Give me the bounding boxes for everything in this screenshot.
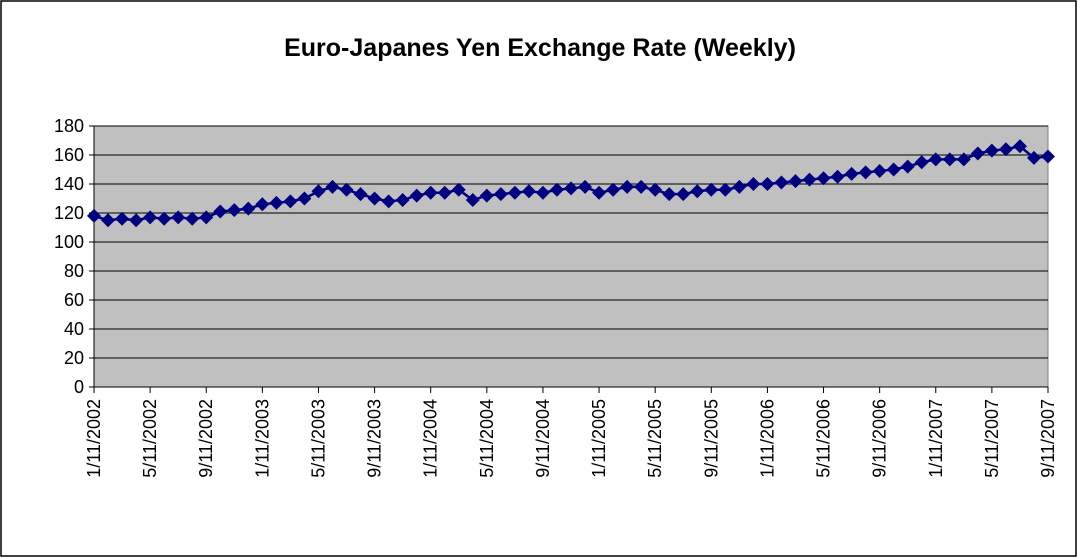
marker [802,172,817,187]
marker [564,181,578,196]
marker [241,201,256,216]
marker [101,213,116,228]
marker [606,182,621,197]
marker [297,191,312,206]
marker [592,185,607,200]
marker [942,152,957,167]
marker [171,210,186,225]
marker [634,179,649,194]
x-tick-label: 5/11/2006 [814,399,834,478]
marker [760,177,775,191]
x-tick-label: 1/11/2007 [926,399,946,478]
chart-title: Euro-Japanes Yen Exchange Rate (Weekly) [284,34,796,62]
marker [381,194,396,209]
marker [620,179,635,194]
x-tick-label: 1/11/2004 [421,399,441,478]
x-tick-label: 5/11/2002 [140,399,160,478]
marker [199,210,214,225]
marker [157,211,172,226]
marker [662,187,677,202]
marker [423,185,438,200]
x-tick-label: 1/11/2002 [84,399,104,478]
marker [451,182,466,197]
marker [283,194,298,209]
y-tick-label: 0 [74,377,84,397]
x-tick-label: 9/11/2002 [196,399,216,478]
y-tick-label: 160 [54,145,84,165]
marker [437,185,452,200]
marker [984,143,999,158]
marker [115,211,130,226]
x-tick-label: 5/11/2004 [477,399,497,478]
marker [311,184,326,199]
x-tick-label: 1/11/2005 [589,399,609,478]
marker [325,179,340,194]
marker [732,179,747,194]
marker [578,179,593,194]
marker [255,197,270,212]
marker [143,210,158,225]
x-tick-label: 9/11/2006 [870,399,890,478]
y-tick-label: 100 [54,232,84,252]
y-tick-label: 80 [64,261,84,281]
marker [1041,149,1055,164]
marker [227,203,242,218]
marker [507,185,522,200]
marker [844,166,859,181]
marker [339,182,354,197]
marker [914,155,929,170]
marker [970,146,985,161]
marker [1012,139,1027,154]
x-tick-label: 9/11/2004 [533,399,553,478]
marker [129,213,144,228]
x-tick-label: 1/11/2003 [252,399,272,478]
marker [549,182,564,197]
marker [690,184,705,199]
x-tick-label: 5/11/2005 [645,399,665,478]
marker [535,185,550,200]
marker [746,177,761,191]
marker [830,169,845,184]
marker [872,163,887,178]
marker [493,187,508,202]
x-tick-label: 1/11/2006 [757,399,777,478]
y-tick-label: 120 [54,203,84,223]
y-tick-label: 60 [64,290,84,310]
x-tick-label: 9/11/2005 [701,399,721,478]
marker [816,171,831,186]
y-tick-label: 40 [64,319,84,339]
marker [521,184,536,199]
x-tick-label: 9/11/2007 [1038,399,1058,478]
marker [648,182,663,197]
x-tick-label: 5/11/2003 [308,399,328,478]
marker [886,162,901,177]
marker [409,188,424,203]
y-tick-label: 20 [64,348,84,368]
marker [718,182,733,197]
marker [465,192,480,207]
marker [900,159,915,174]
marker [479,188,494,203]
marker [704,182,719,197]
marker [858,165,873,180]
marker [1026,150,1041,165]
marker [353,187,368,202]
marker [87,208,101,223]
x-tick-label: 5/11/2007 [982,399,1002,478]
marker [367,191,382,206]
x-tick-label: 9/11/2003 [365,399,385,478]
marker [269,195,284,210]
y-tick-label: 180 [54,116,84,136]
marker [185,211,200,226]
y-tick-label: 140 [54,174,84,194]
marker [928,152,943,167]
marker [676,187,691,202]
marker [774,175,789,190]
marker [788,174,803,189]
marker [956,152,971,167]
marker [395,192,410,207]
marker [213,204,228,219]
marker [998,142,1013,157]
